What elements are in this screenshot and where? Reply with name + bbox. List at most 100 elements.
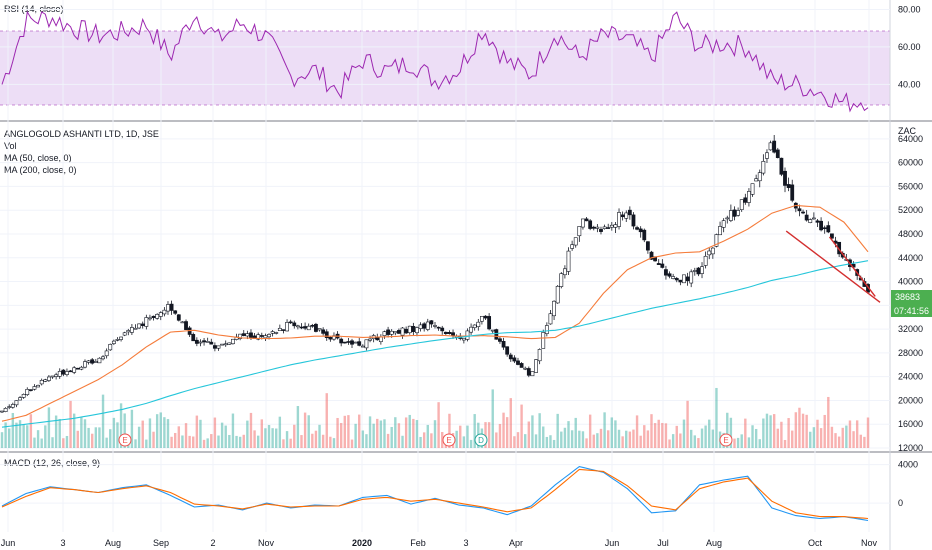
candle-body <box>476 321 481 327</box>
candle-body <box>534 359 538 373</box>
candle-body <box>259 335 264 337</box>
candle-body <box>750 183 755 195</box>
candle-body <box>61 369 66 375</box>
volume-bar <box>639 435 642 448</box>
candle-body <box>718 226 722 236</box>
volume-bar <box>69 400 72 448</box>
candle-body <box>205 341 210 343</box>
volume-bar <box>181 435 184 448</box>
candle-body <box>378 336 383 343</box>
volume-bar <box>354 423 357 448</box>
candle-body <box>667 273 672 277</box>
volume-bar <box>267 424 271 448</box>
candle-body <box>765 152 769 159</box>
candle-body <box>310 325 315 327</box>
volume-bar <box>278 416 282 448</box>
volume-bar <box>441 432 444 448</box>
volume-bar <box>772 414 776 448</box>
volume-bar <box>502 412 505 448</box>
candle-body <box>425 321 430 330</box>
volume-bar <box>246 420 249 448</box>
candle-body <box>324 331 329 338</box>
volume-bar <box>708 419 711 448</box>
candle-body <box>72 367 77 373</box>
volume-bar <box>563 427 567 448</box>
candle-body <box>28 389 33 391</box>
volume-bar <box>531 415 534 448</box>
volume-bar <box>491 389 494 448</box>
time-tick-label: Nov <box>861 538 878 548</box>
volume-bar <box>350 439 354 448</box>
price-tick-label: 40000 <box>898 277 923 287</box>
candle-body <box>360 345 365 348</box>
time-tick-label: Jun <box>605 538 620 548</box>
volume-bar <box>47 407 51 448</box>
volume-bar <box>852 431 855 448</box>
volume-bar <box>249 412 253 448</box>
candle-body <box>274 332 279 334</box>
candle-body <box>191 334 196 342</box>
volume-bar <box>192 436 195 448</box>
candle-body <box>249 332 253 338</box>
volume-bar <box>311 433 314 448</box>
volume-bar <box>256 435 260 448</box>
volume-bar <box>754 428 758 448</box>
candle-body <box>523 367 528 370</box>
price-tick-label: 16000 <box>898 419 923 429</box>
candle-body <box>382 331 387 336</box>
candle-body <box>10 404 15 408</box>
candle-body <box>826 225 831 233</box>
volume-bar <box>570 430 574 448</box>
volume-bar <box>285 431 289 448</box>
volume-bar <box>509 398 512 448</box>
candle-body <box>728 210 733 221</box>
time-tick-label: 3 <box>60 538 65 548</box>
volume-bar <box>733 438 736 448</box>
candle-body <box>83 361 87 368</box>
candle-body <box>779 157 784 175</box>
volume-bar <box>11 412 15 448</box>
event-marker-label: E <box>122 436 127 445</box>
candle-body <box>761 161 766 174</box>
candle-body <box>436 326 441 329</box>
candle-body <box>501 340 506 348</box>
volume-bar <box>15 422 18 448</box>
candle-body <box>494 329 499 340</box>
price-tick-label: 20000 <box>898 395 923 405</box>
earnings-marker-icon <box>118 433 132 447</box>
candle-body <box>43 379 48 382</box>
volume-bar <box>76 430 79 448</box>
volume-bar <box>661 422 664 448</box>
volume-bar <box>498 423 502 448</box>
volume-bar <box>769 415 772 448</box>
volume-bar <box>437 402 440 448</box>
candle-body <box>32 386 37 390</box>
volume-bar <box>184 423 188 448</box>
candle-body <box>238 333 243 339</box>
candle-body <box>68 370 73 373</box>
volume-bar <box>220 422 224 448</box>
volume-bar <box>22 424 25 448</box>
price-tick-label: 32000 <box>898 324 923 334</box>
candle-body <box>198 341 203 344</box>
volume-bar <box>98 427 101 448</box>
volume-bar <box>163 417 166 448</box>
rsi-band <box>0 31 890 105</box>
volume-bar <box>791 430 794 448</box>
candle-body <box>119 336 123 340</box>
volume-bar <box>505 417 509 448</box>
candle-body <box>180 321 185 324</box>
candle-body <box>162 309 167 315</box>
volume-bar <box>109 429 112 448</box>
candle-body <box>212 345 217 349</box>
time-tick-label: Jun <box>1 538 16 548</box>
volume-bar <box>524 434 527 448</box>
candle-body <box>47 376 51 381</box>
candle-body <box>480 316 484 322</box>
candle-body <box>173 310 178 314</box>
candle-body <box>342 341 347 344</box>
candle-body <box>678 279 683 283</box>
volume-bar <box>747 437 751 448</box>
candle-body <box>353 341 358 344</box>
